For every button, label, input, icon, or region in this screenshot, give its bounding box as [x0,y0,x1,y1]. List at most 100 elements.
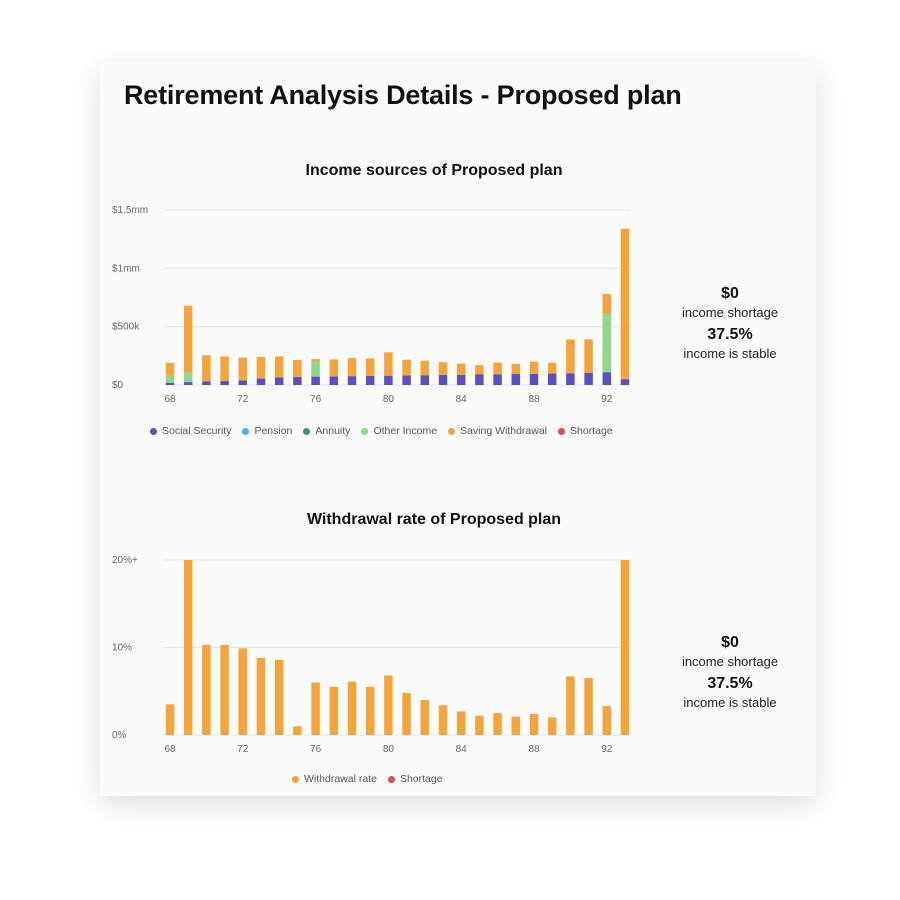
bar-social-security[interactable] [402,375,411,385]
bar-saving-withdrawal[interactable] [438,362,448,375]
bar-social-security[interactable] [475,374,484,386]
bar-saving-withdrawal[interactable] [165,362,175,376]
bar-withdrawal-rate[interactable] [511,716,521,735]
legend-item-pension[interactable]: Pension [242,425,292,437]
bar-saving-withdrawal[interactable] [347,358,357,377]
bar-withdrawal-rate[interactable] [547,717,557,736]
bar-withdrawal-rate[interactable] [165,704,175,735]
bar-other-income[interactable] [311,361,320,377]
legend-item-shortage[interactable]: Shortage [558,425,613,437]
bar-withdrawal-rate[interactable] [347,681,357,735]
bar-social-security[interactable] [220,380,229,385]
legend-item-shortage[interactable]: Shortage [387,773,443,785]
bar-withdrawal-rate[interactable] [475,715,484,735]
income-shortage-label: income shortage [681,305,779,320]
bar-withdrawal-rate[interactable] [202,644,211,735]
x-tick-label: 80 [383,744,395,755]
bar-social-security[interactable] [584,372,593,385]
legend-item-other-income[interactable]: Other Income [361,425,437,437]
bar-withdrawal-rate[interactable] [402,693,411,735]
bar-social-security[interactable] [620,379,630,385]
bar-social-security[interactable] [493,374,502,385]
bar-social-security[interactable] [365,375,375,385]
bar-withdrawal-rate[interactable] [311,682,320,736]
bar-withdrawal-rate[interactable] [238,648,248,735]
bar-saving-withdrawal[interactable] [220,356,229,381]
bar-social-security[interactable] [293,376,302,385]
bar-saving-withdrawal[interactable] [620,228,630,380]
legend-dot-icon [361,427,369,435]
bar-withdrawal-rate[interactable] [438,705,448,735]
bar-saving-withdrawal[interactable] [365,358,375,376]
bar-withdrawal-rate[interactable] [365,686,375,735]
bar-social-security[interactable] [420,375,430,385]
bar-social-security[interactable] [566,373,575,385]
bar-withdrawal-rate[interactable] [256,658,266,735]
bar-withdrawal-rate[interactable] [420,700,430,735]
bar-saving-withdrawal[interactable] [529,361,539,374]
bar-withdrawal-rate[interactable] [584,678,593,735]
bar-withdrawal-rate[interactable] [602,706,612,735]
bar-withdrawal-rate[interactable] [293,726,302,735]
bar-saving-withdrawal[interactable] [456,363,466,375]
bar-withdrawal-rate[interactable] [620,560,630,735]
bar-withdrawal-rate[interactable] [566,676,575,735]
bar-saving-withdrawal[interactable] [274,356,284,378]
bar-social-security[interactable] [183,382,193,385]
bar-saving-withdrawal[interactable] [183,305,193,373]
bar-saving-withdrawal[interactable] [475,365,484,375]
bar-saving-withdrawal[interactable] [547,362,557,374]
bar-social-security[interactable] [602,372,612,385]
legend-item-annuity[interactable]: Annuity [303,425,350,437]
y-tick-label: $500k [112,322,140,333]
bar-withdrawal-rate[interactable] [384,675,393,736]
legend-item-saving-withdrawal[interactable]: Saving Withdrawal [448,425,547,437]
legend-label: Shortage [399,773,443,785]
bar-social-security[interactable] [202,381,211,386]
bar-other-income[interactable] [183,372,193,383]
bar-social-security[interactable] [438,374,448,385]
y-tick-label: $1.5mm [112,205,148,216]
legend-item-withdrawal-rate[interactable]: Withdrawal rate [292,773,377,785]
bar-withdrawal-rate[interactable] [529,714,539,735]
bar-saving-withdrawal[interactable] [256,357,266,379]
bar-social-security[interactable] [274,377,284,385]
bar-social-security[interactable] [347,376,357,385]
bar-social-security[interactable] [511,374,521,385]
bar-saving-withdrawal[interactable] [493,362,502,375]
bar-social-security[interactable] [384,375,393,385]
bar-saving-withdrawal[interactable] [384,352,393,376]
bar-social-security[interactable] [165,382,175,385]
bar-withdrawal-rate[interactable] [329,686,339,735]
x-tick-label: 92 [601,394,613,405]
bar-withdrawal-rate[interactable] [183,560,193,735]
withdrawal-shortage-value: $0 [721,634,739,651]
bar-withdrawal-rate[interactable] [493,713,502,735]
bar-other-income[interactable] [165,375,175,383]
bar-other-income[interactable] [602,313,612,373]
bar-saving-withdrawal[interactable] [584,339,593,373]
bar-withdrawal-rate[interactable] [274,659,284,735]
bar-social-security[interactable] [329,376,339,385]
bar-saving-withdrawal[interactable] [511,364,521,375]
bar-saving-withdrawal[interactable] [293,359,302,377]
bar-social-security[interactable] [238,380,248,385]
bar-social-security[interactable] [256,378,266,385]
bar-saving-withdrawal[interactable] [329,359,339,377]
bar-social-security[interactable] [456,374,466,385]
bar-withdrawal-rate[interactable] [456,711,466,735]
legend-item-social-security[interactable]: Social Security [150,425,231,437]
bar-social-security[interactable] [547,373,557,385]
bar-saving-withdrawal[interactable] [311,359,320,362]
legend-label: Social Security [162,425,232,437]
bar-saving-withdrawal[interactable] [202,355,211,382]
bar-saving-withdrawal[interactable] [238,357,248,381]
bar-saving-withdrawal[interactable] [602,294,612,314]
bar-social-security[interactable] [311,376,320,385]
bar-saving-withdrawal[interactable] [420,360,430,376]
bar-saving-withdrawal[interactable] [566,339,575,374]
bar-social-security[interactable] [529,373,539,385]
bar-withdrawal-rate[interactable] [220,644,229,735]
bar-saving-withdrawal[interactable] [402,359,411,376]
withdrawal-stable-value: 37.5% [707,675,753,692]
